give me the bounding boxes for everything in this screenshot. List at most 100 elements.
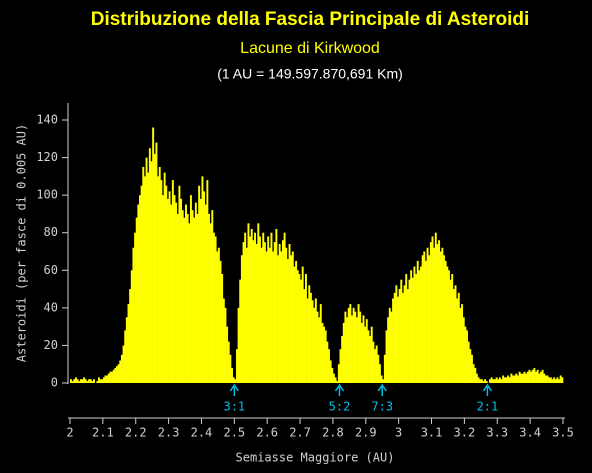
bar — [148, 148, 151, 383]
bar — [400, 279, 403, 383]
bar — [247, 223, 250, 383]
bar — [206, 180, 209, 383]
bar — [515, 373, 518, 383]
bar — [507, 375, 510, 383]
bar — [158, 166, 161, 383]
bar — [462, 317, 465, 383]
x-tick-label: 2.1 — [92, 426, 114, 440]
bar — [134, 232, 137, 383]
bar — [337, 364, 340, 383]
bar — [237, 307, 240, 383]
bar — [283, 232, 286, 383]
bar — [214, 236, 217, 383]
bar — [96, 381, 99, 383]
bar — [290, 255, 293, 383]
bar — [285, 247, 288, 383]
y-tick-label: 60 — [44, 263, 58, 277]
bar — [492, 379, 495, 383]
bar — [260, 247, 263, 383]
bar — [383, 354, 386, 383]
bar — [176, 213, 179, 383]
bar — [503, 377, 506, 383]
bar — [166, 198, 169, 383]
bar — [191, 210, 194, 383]
bar — [387, 317, 390, 383]
bar — [142, 166, 145, 383]
bar — [553, 377, 556, 383]
bar — [173, 195, 176, 383]
bar — [441, 247, 444, 383]
bar — [189, 195, 192, 383]
bar — [390, 311, 393, 383]
bar — [362, 315, 365, 383]
bar — [89, 379, 92, 383]
bar — [227, 341, 230, 383]
bar — [493, 379, 496, 383]
bar — [370, 326, 373, 383]
bar — [97, 377, 100, 383]
bar — [484, 379, 487, 383]
bar — [369, 336, 372, 383]
bar — [183, 217, 186, 383]
bar — [401, 292, 404, 383]
bar — [554, 379, 557, 383]
bar — [531, 369, 534, 383]
bar — [81, 379, 84, 383]
bar — [127, 304, 130, 383]
bar — [558, 379, 561, 383]
bar — [411, 277, 414, 383]
bar — [489, 379, 491, 383]
bar — [70, 379, 72, 383]
bar — [86, 381, 89, 383]
bar — [117, 364, 120, 383]
gap-arrow — [229, 383, 239, 396]
bar — [485, 381, 488, 383]
bar — [272, 251, 275, 383]
bar — [211, 210, 214, 383]
bar — [112, 369, 115, 383]
bar — [296, 270, 299, 383]
gap-label: 3:1 — [223, 400, 245, 414]
bar — [140, 185, 143, 383]
bar — [498, 377, 501, 383]
bar — [125, 317, 128, 383]
bar — [107, 373, 110, 383]
bar — [277, 255, 280, 383]
bar — [249, 236, 252, 383]
bar — [229, 354, 232, 383]
chart-title: Distribuzione della Fascia Principale di… — [91, 9, 530, 30]
bar — [255, 243, 258, 383]
bar — [525, 373, 528, 383]
x-tick-label: 2.4 — [191, 426, 213, 440]
x-axis-label: Semiasse Maggiore (AU) — [236, 451, 395, 465]
bar — [280, 251, 283, 383]
bar — [355, 317, 358, 383]
bar — [193, 217, 196, 383]
bar — [382, 379, 385, 383]
bar — [163, 172, 166, 383]
bar — [388, 307, 391, 383]
bar — [354, 311, 357, 383]
bar — [467, 341, 470, 383]
bar — [143, 176, 146, 383]
bar — [291, 251, 294, 383]
bar — [416, 260, 419, 383]
bar — [224, 307, 227, 383]
bar — [74, 377, 77, 383]
bar — [385, 330, 388, 383]
gap-arrow — [334, 383, 345, 396]
bar — [332, 373, 335, 383]
bar — [377, 354, 380, 383]
bar — [155, 142, 158, 383]
bar — [406, 289, 409, 383]
bar — [186, 213, 189, 383]
bar — [99, 379, 102, 383]
gap-label: 2:1 — [477, 400, 499, 414]
bar — [544, 375, 547, 383]
bar — [196, 213, 199, 383]
bar — [475, 373, 478, 383]
bar — [165, 185, 168, 383]
bar — [270, 232, 273, 383]
y-tick-label: 100 — [36, 188, 58, 202]
bar — [428, 255, 431, 383]
